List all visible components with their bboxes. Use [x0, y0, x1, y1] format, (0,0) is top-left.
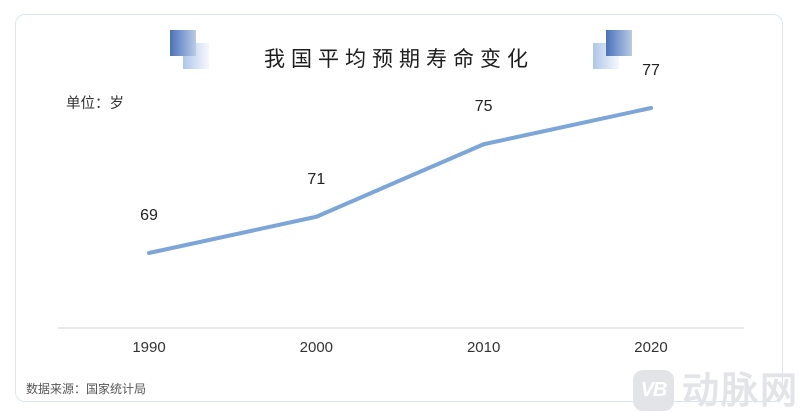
- title-decoration-left-icon: [170, 30, 210, 70]
- brand-watermark: VB 动脉网: [633, 368, 799, 412]
- deco-square-dark: [606, 30, 632, 56]
- chart-title: 我国平均预期寿命变化: [264, 48, 534, 71]
- data-point-label: 71: [307, 170, 326, 188]
- x-axis-label: 2020: [634, 339, 668, 356]
- data-source-label: 数据来源：国家统计局: [26, 382, 147, 396]
- title-row: 我国平均预期寿命变化: [16, 15, 782, 95]
- x-axis-label: 2000: [299, 339, 334, 356]
- x-axis-label: 1990: [132, 339, 166, 356]
- unit-label: 单位：岁: [66, 96, 124, 112]
- deco-square-dark: [170, 30, 196, 56]
- data-point-label: 75: [474, 98, 493, 116]
- brand-name: 动脉网: [682, 369, 799, 411]
- vb-logo-icon: VB: [633, 369, 674, 411]
- data-point-label: 77: [642, 62, 660, 79]
- title-decoration-right-icon: [592, 30, 632, 70]
- data-point-label: 69: [140, 207, 158, 224]
- x-axis-label: 2010: [466, 339, 501, 356]
- life-expectancy-line: [147, 106, 653, 255]
- line-chart: 69 1990 71 2000 75 2010 77 2020: [16, 15, 784, 403]
- line-chart-canvas: [58, 106, 744, 329]
- chart-card: 我国平均预期寿命变化 单位：岁 69 1990 71 2000 75 2010 77 2020…: [15, 14, 783, 402]
